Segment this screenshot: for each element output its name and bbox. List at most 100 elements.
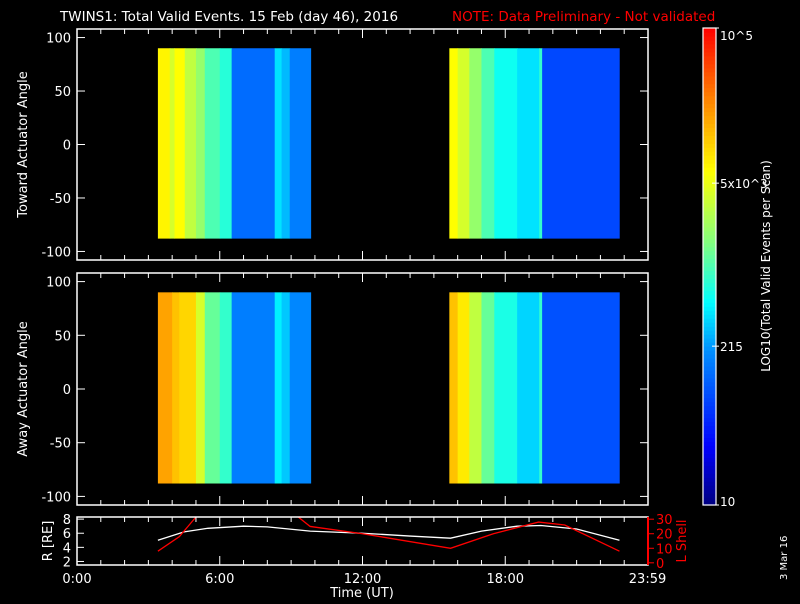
colorbar-segment [703, 87, 716, 93]
colorbar-segment [703, 429, 716, 435]
colorbar-segment [703, 167, 716, 172]
colorbar-tick-label: 10^5 [720, 29, 753, 43]
l-shell-tick-label: 0 [656, 557, 664, 572]
colorbar-segment [703, 206, 716, 212]
colorbar-segment [703, 401, 716, 407]
l-shell-tick-label: 30 [656, 513, 673, 528]
heatmap-cell [469, 292, 482, 484]
colorbar-segment [703, 119, 716, 124]
colorbar-segment [703, 67, 716, 73]
colorbar-segment [703, 489, 716, 494]
colorbar-segment [703, 389, 716, 395]
heatmap-cell [281, 292, 291, 484]
colorbar-segment [703, 449, 716, 454]
colorbar-segment [703, 338, 716, 343]
y-axis-label: Toward Actuator Angle [16, 71, 31, 218]
colorbar-segment [703, 79, 716, 85]
colorbar-segment [703, 51, 716, 57]
colorbar-segment [703, 111, 716, 117]
colorbar-segment [703, 147, 716, 152]
y-tick-label: -100 [41, 245, 71, 260]
chart-title: TWINS1: Total Valid Events. 15 Feb (day … [59, 9, 398, 25]
heatmap-cell [539, 48, 543, 239]
colorbar-segment [703, 357, 716, 363]
colorbar-segment [703, 373, 716, 379]
heatmap-cell [542, 48, 620, 239]
colorbar-segment [703, 477, 716, 482]
colorbar-segment [703, 238, 716, 244]
colorbar-label: LOG10(Total Valid Events per Scan) [759, 160, 773, 372]
colorbar-segment [703, 163, 716, 168]
colorbar-segment [703, 222, 716, 228]
colorbar-segment [703, 278, 716, 283]
colorbar-segment [703, 493, 716, 498]
colorbar-segment [703, 381, 716, 387]
colorbar-segment [703, 103, 716, 109]
colorbar-segment [703, 346, 716, 351]
colorbar-segment [703, 393, 716, 399]
colorbar-segment [703, 409, 716, 415]
colorbar-segment [703, 274, 716, 280]
colorbar-segment [703, 63, 716, 69]
colorbar-segment [703, 190, 716, 196]
colorbar-segment [703, 246, 716, 252]
colorbar-segment [703, 290, 716, 295]
colorbar-segment [703, 83, 716, 89]
l-shell-axis-label: L Shell [675, 519, 690, 562]
x-tick-label: 18:00 [487, 572, 524, 587]
colorbar-segment [703, 99, 716, 105]
colorbar-segment [703, 326, 716, 331]
r-tick-label: 6 [63, 527, 71, 542]
colorbar-segment [703, 194, 716, 200]
colorbar-segment [703, 473, 716, 478]
heatmap-cell [449, 48, 459, 239]
colorbar-segment [703, 270, 716, 276]
colorbar-segment [703, 155, 716, 160]
heatmap-cell [184, 48, 197, 239]
heatmap-cell [195, 48, 206, 239]
y-axis-label: Away Actuator Angle [16, 321, 31, 456]
heatmap-cell [219, 292, 233, 484]
colorbar-segment [703, 461, 716, 466]
colorbar-segment [703, 202, 716, 208]
colorbar-segment [703, 417, 716, 423]
colorbar-segment [703, 139, 716, 144]
colorbar-segment [703, 421, 716, 427]
colorbar-segment [703, 75, 716, 81]
colorbar-segment [703, 330, 716, 335]
r-distance-line [157, 524, 620, 541]
colorbar-segment [703, 397, 716, 403]
colorbar-segment [703, 230, 716, 236]
colorbar-segment [703, 437, 716, 442]
colorbar-segment [703, 425, 716, 431]
x-tick-label: 23:59 [629, 572, 666, 587]
x-tick-label: 0:00 [62, 572, 91, 587]
colorbar-segment [703, 254, 716, 260]
heatmap-cell [219, 48, 233, 239]
colorbar-segment [703, 258, 716, 264]
y-tick-label: 0 [63, 139, 71, 154]
colorbar-segment [703, 314, 716, 319]
colorbar-segment [703, 349, 716, 355]
heatmap-cell [517, 48, 540, 239]
colorbar-segment [703, 183, 716, 188]
colorbar-segment [703, 441, 716, 446]
y-tick-label: 100 [46, 276, 71, 291]
colorbar-segment [703, 198, 716, 204]
colorbar-segment [703, 218, 716, 224]
heatmap-cell [494, 292, 518, 484]
colorbar-segment [703, 210, 716, 216]
colorbar-segment [703, 266, 716, 272]
date-stamp: 3 Mar 16 [779, 536, 790, 580]
y-tick-label: -100 [41, 490, 71, 505]
colorbar-segment [703, 43, 716, 49]
colorbar-segment [703, 353, 716, 359]
heatmap-cell [231, 48, 276, 239]
heatmap-cell [481, 48, 495, 239]
x-tick-label: 6:00 [205, 572, 234, 587]
x-axis-label: Time (UT) [329, 586, 394, 600]
colorbar-segment [703, 127, 716, 132]
heatmap-cell [179, 292, 197, 484]
colorbar-segment [703, 55, 716, 61]
heatmap-cell [274, 292, 283, 484]
